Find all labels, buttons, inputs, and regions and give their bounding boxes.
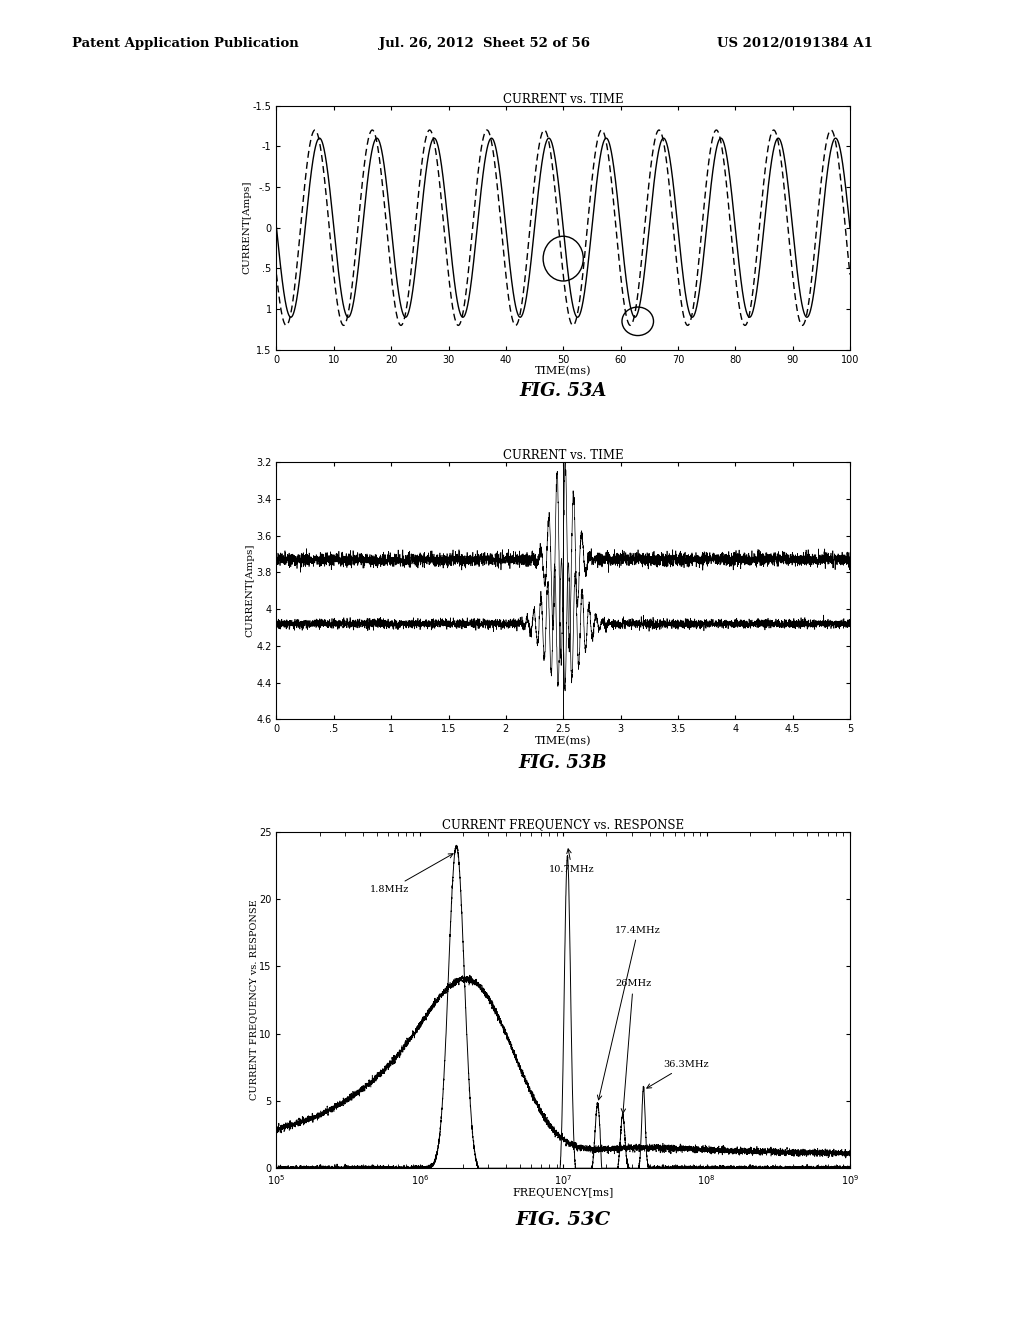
Title: CURRENT vs. TIME: CURRENT vs. TIME bbox=[503, 449, 624, 462]
X-axis label: TIME(ms): TIME(ms) bbox=[535, 366, 592, 376]
Text: FIG. 53A: FIG. 53A bbox=[519, 381, 607, 400]
Text: 36.3MHz: 36.3MHz bbox=[647, 1060, 709, 1088]
Title: CURRENT FREQUENCY vs. RESPONSE: CURRENT FREQUENCY vs. RESPONSE bbox=[442, 818, 684, 832]
Y-axis label: CURRENT FREQUENCY vs. RESPONSE: CURRENT FREQUENCY vs. RESPONSE bbox=[249, 899, 258, 1101]
Text: 10.7MHz: 10.7MHz bbox=[549, 849, 595, 874]
Text: Jul. 26, 2012  Sheet 52 of 56: Jul. 26, 2012 Sheet 52 of 56 bbox=[379, 37, 590, 50]
Text: FIG. 53C: FIG. 53C bbox=[516, 1210, 610, 1229]
Text: US 2012/0191384 A1: US 2012/0191384 A1 bbox=[717, 37, 872, 50]
Text: 26MHz: 26MHz bbox=[615, 979, 651, 1113]
Text: 17.4MHz: 17.4MHz bbox=[597, 925, 660, 1100]
Y-axis label: CURRENT[Amps]: CURRENT[Amps] bbox=[246, 544, 255, 638]
Text: 1.8MHz: 1.8MHz bbox=[370, 854, 453, 894]
Y-axis label: CURRENT[Amps]: CURRENT[Amps] bbox=[243, 181, 251, 275]
Text: FIG. 53B: FIG. 53B bbox=[519, 754, 607, 772]
X-axis label: FREQUENCY[ms]: FREQUENCY[ms] bbox=[513, 1188, 613, 1199]
Title: CURRENT vs. TIME: CURRENT vs. TIME bbox=[503, 92, 624, 106]
X-axis label: TIME(ms): TIME(ms) bbox=[535, 735, 592, 746]
Text: Patent Application Publication: Patent Application Publication bbox=[72, 37, 298, 50]
